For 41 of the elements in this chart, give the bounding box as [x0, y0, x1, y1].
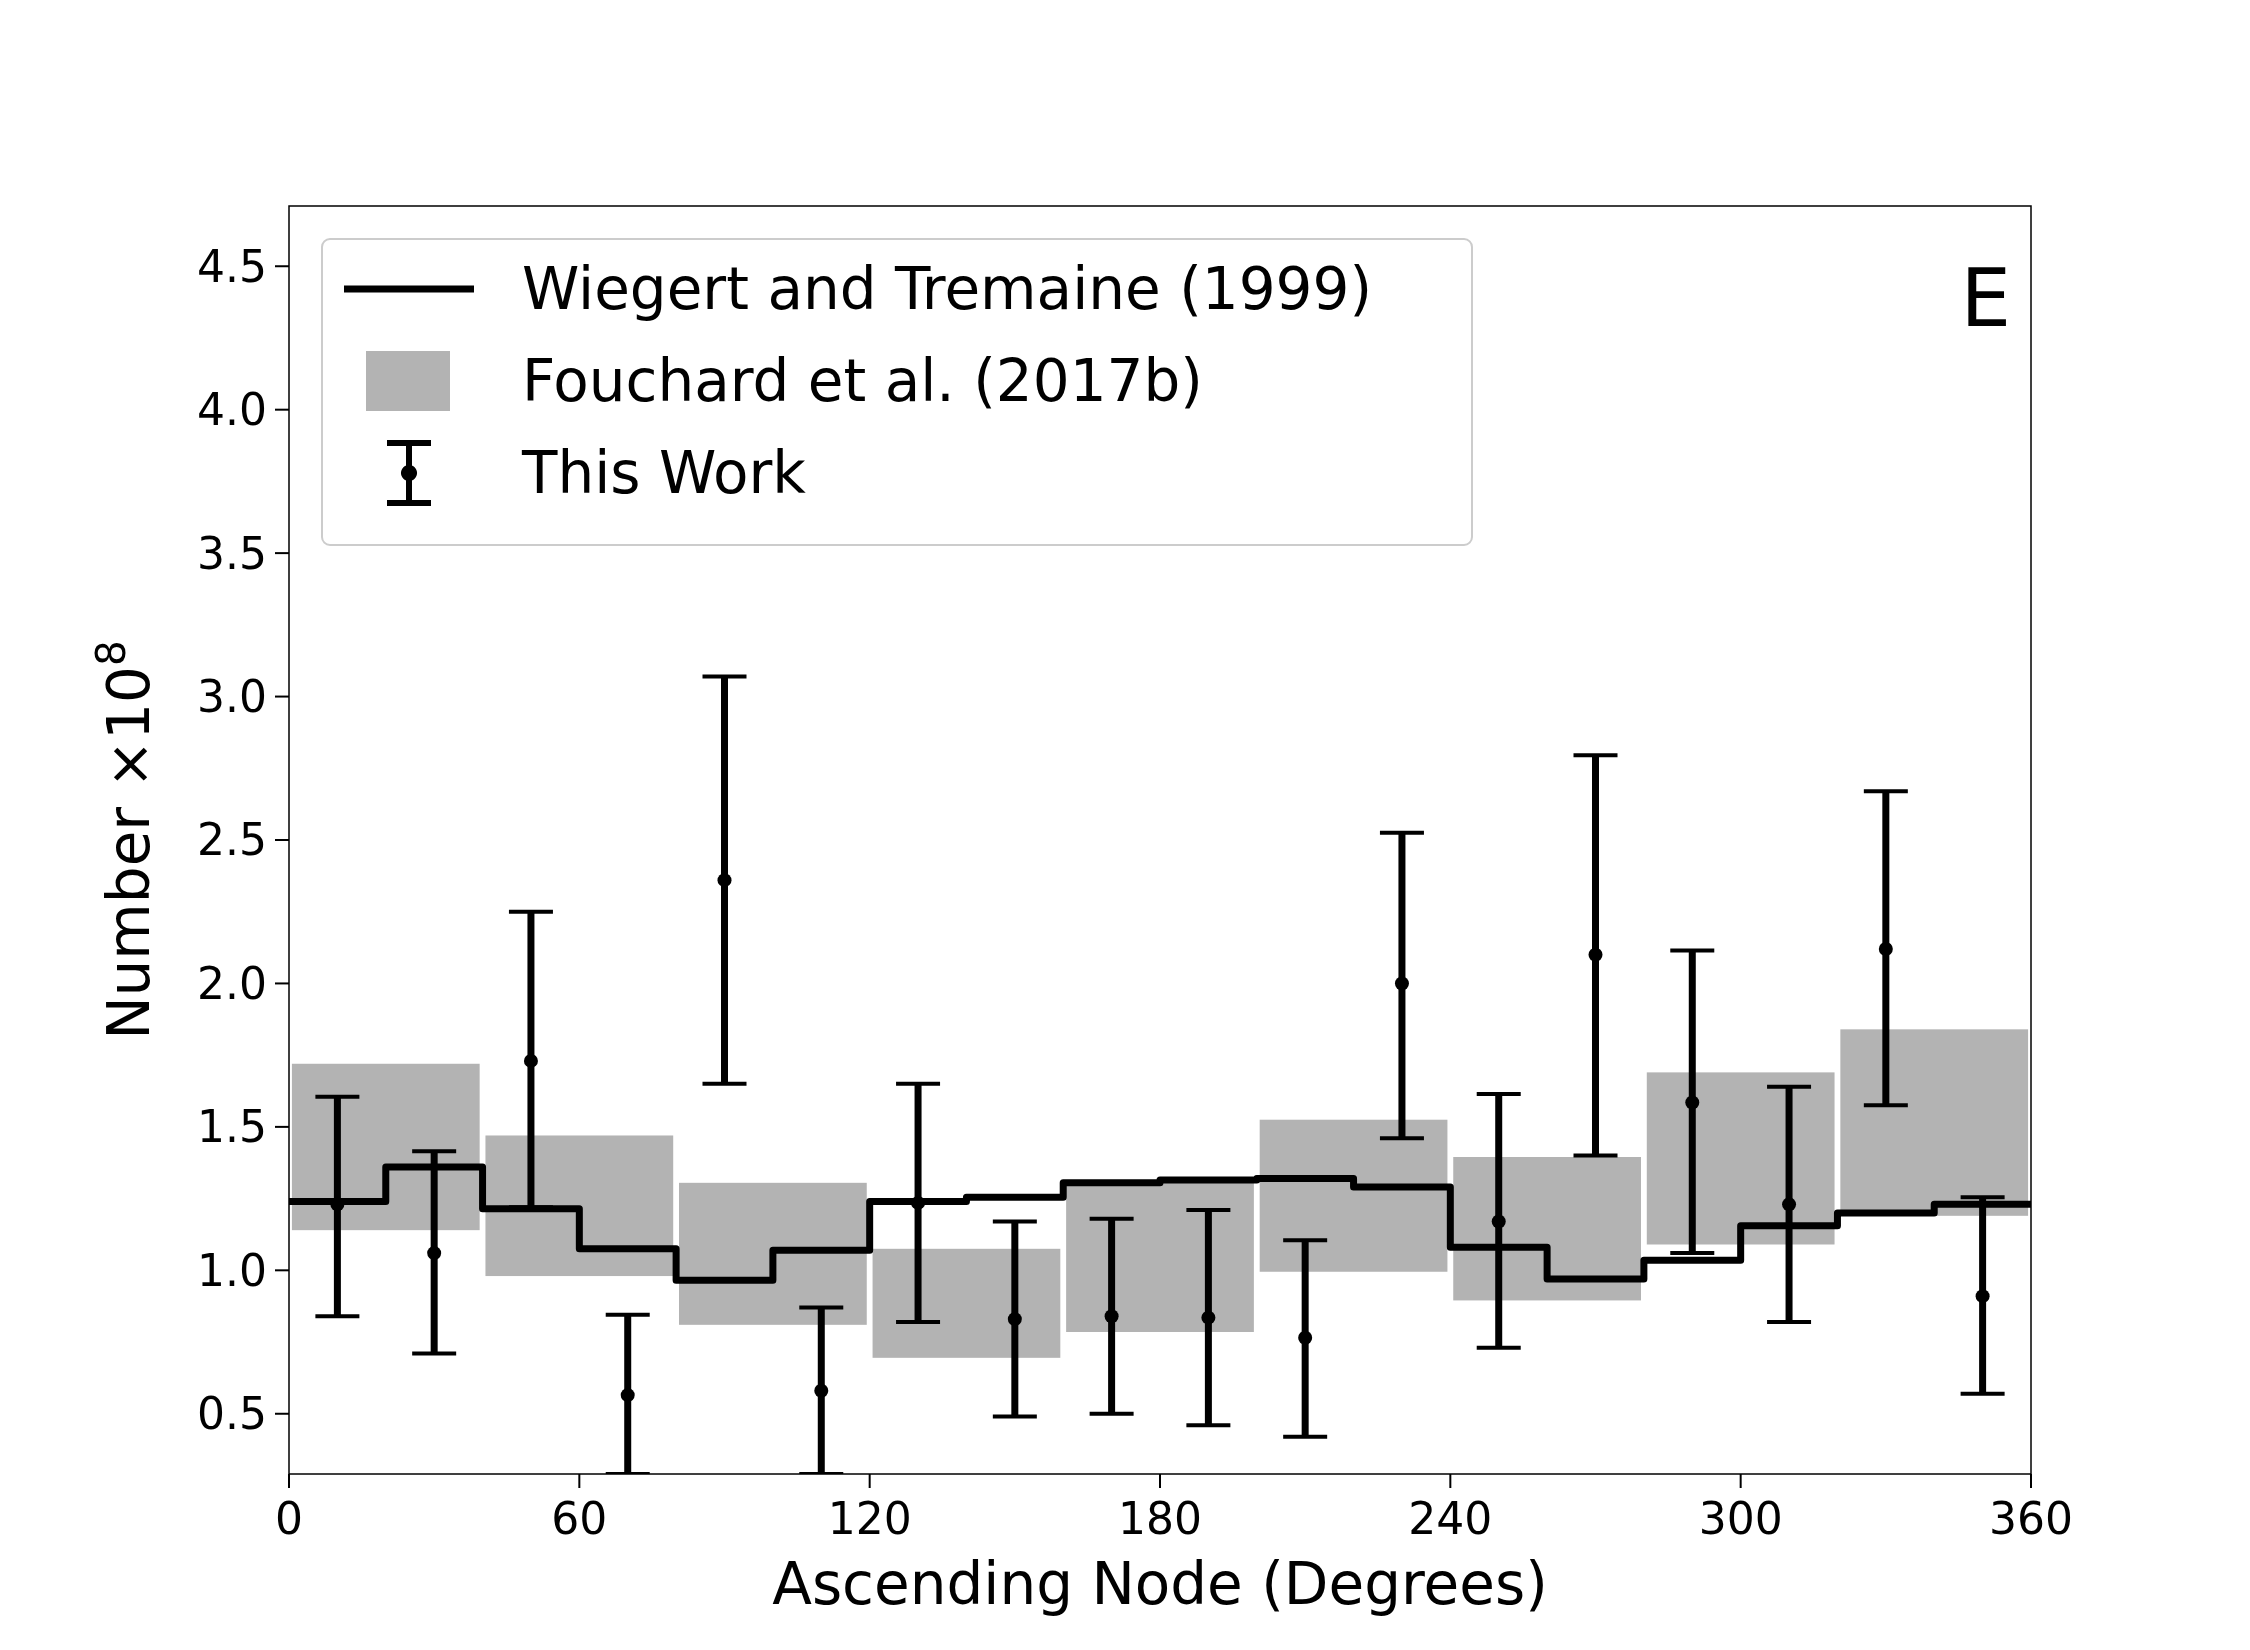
point	[427, 1246, 442, 1261]
point	[523, 1053, 538, 1068]
bar	[1840, 1029, 2029, 1216]
y-tick-label: 2.5	[197, 814, 267, 866]
point	[1975, 1289, 1990, 1304]
y-tick-label: 3.0	[197, 670, 267, 722]
point	[717, 873, 732, 888]
point	[814, 1383, 829, 1398]
x-tick-label: 240	[1408, 1493, 1493, 1544]
point	[1298, 1330, 1313, 1345]
annotation: E	[1960, 252, 2011, 345]
legend-label: Fouchard et al. (2017b)	[522, 347, 1203, 416]
point	[1394, 976, 1409, 991]
x-tick-label: 0	[275, 1493, 303, 1544]
x-tick-label: 180	[1118, 1493, 1202, 1544]
point	[911, 1195, 926, 1210]
bar	[679, 1182, 867, 1325]
point	[1007, 1312, 1022, 1327]
y-tick-label: 2.0	[197, 957, 267, 1009]
point	[1201, 1310, 1216, 1325]
point	[620, 1388, 635, 1403]
x-tick-label: 120	[827, 1493, 912, 1544]
y-tick-label: 1.5	[197, 1101, 267, 1153]
y-tick-label: 1.0	[197, 1244, 267, 1296]
y-tick-label: 4.0	[197, 384, 267, 436]
point	[1588, 947, 1603, 962]
point	[1782, 1197, 1797, 1212]
point	[1685, 1095, 1700, 1110]
point	[1878, 942, 1893, 957]
x-axis-title: Ascending Node (Degrees)	[772, 1550, 1548, 1618]
point	[1491, 1214, 1506, 1229]
bar	[1259, 1119, 1448, 1272]
legend-label: Wiegert and Tremaine (1999)	[522, 255, 1373, 324]
x-tick-label: 360	[1989, 1493, 2073, 1544]
x-tick-label: 60	[551, 1493, 608, 1544]
x-tick-label: 300	[1698, 1493, 1783, 1544]
y-tick-label: 0.5	[197, 1388, 267, 1440]
y-tick-label: 3.5	[197, 527, 267, 579]
legend-label: This Work	[521, 439, 807, 508]
point	[1104, 1309, 1119, 1324]
y-tick-label: 4.5	[197, 240, 267, 292]
